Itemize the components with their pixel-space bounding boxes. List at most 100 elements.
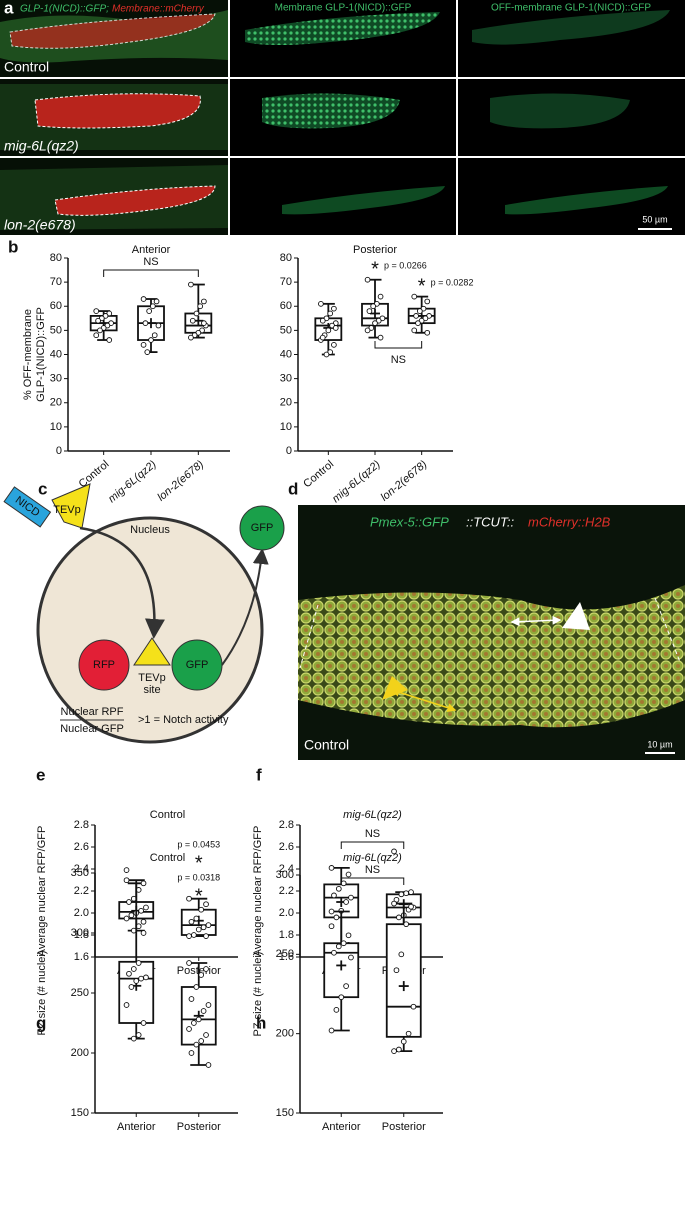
y-tick-label: 250 <box>276 948 294 960</box>
p-value: p = 0.0318 <box>177 872 220 882</box>
tevp-label: TEVp <box>53 504 81 516</box>
data-point <box>335 885 342 892</box>
data-point <box>319 334 326 341</box>
data-point <box>130 966 137 972</box>
data-point <box>193 310 200 317</box>
data-point <box>198 906 205 913</box>
data-point <box>327 310 334 317</box>
y-axis-label: Average nuclear RFP/GFP <box>252 826 264 957</box>
worm <box>472 10 670 45</box>
panel-letter: a <box>4 0 14 17</box>
data-point <box>393 967 400 974</box>
data-point <box>126 899 132 905</box>
data-point <box>331 342 337 348</box>
column-title: Membrane GLP-1(NICD)::GFP <box>275 3 412 14</box>
bracket <box>340 877 405 885</box>
data-point <box>408 903 414 910</box>
data-point <box>408 889 414 895</box>
y-tick-label: 150 <box>71 1107 89 1119</box>
panel-letter: f <box>256 765 262 784</box>
x-tick-label: mig-6L(qz2) <box>330 458 383 505</box>
y-tick-label: 20 <box>280 397 292 409</box>
p-value: p = 0.0266 <box>384 260 427 270</box>
data-point <box>123 1002 130 1008</box>
data-point <box>318 300 324 307</box>
data-point <box>203 933 209 939</box>
worm-gonad <box>54 185 216 216</box>
data-point <box>188 996 195 1002</box>
x-tick-label: lon-2(e678) <box>379 458 430 504</box>
p-value: p = 0.0453 <box>177 839 220 849</box>
arrowhead <box>562 602 590 630</box>
data-point <box>146 308 152 314</box>
column-title: GLP-1(NICD)::GFP; <box>20 4 109 15</box>
panel-letter: c <box>38 479 47 498</box>
data-point <box>205 922 212 928</box>
data-point <box>343 983 349 989</box>
rfp-label: RFP <box>93 659 115 671</box>
data-point <box>97 327 103 334</box>
data-point <box>319 317 326 324</box>
panel-c: c Nucleus NICD TEVp RFP TEVp site GFP GF… <box>3 479 285 744</box>
data-point <box>398 951 405 958</box>
data-point <box>398 891 405 898</box>
data-point <box>193 1041 200 1048</box>
data-point <box>345 932 352 939</box>
y-tick-label: 30 <box>280 373 292 385</box>
y-tick-label: 1.6 <box>279 951 294 963</box>
data-point <box>140 1020 147 1026</box>
data-point <box>143 974 149 981</box>
y-tick-label: 40 <box>50 348 62 360</box>
box <box>118 960 155 1024</box>
y-tick-label: 70 <box>280 276 292 288</box>
y-tick-label: 2.4 <box>279 863 294 875</box>
chart-title: mig-6L(qz2) <box>343 852 402 864</box>
nucleus-label: Nucleus <box>130 524 170 536</box>
data-point <box>133 978 140 984</box>
worm <box>262 93 400 129</box>
x-tick-label: Posterior <box>382 1121 426 1133</box>
data-point <box>328 923 335 930</box>
data-point <box>186 1026 192 1032</box>
data-point <box>396 1046 402 1053</box>
row-label: mig-6L(qz2) <box>4 138 79 154</box>
data-point <box>106 337 113 343</box>
y-tick-label: 1.8 <box>279 929 294 941</box>
data-point <box>424 329 431 336</box>
chart-title: Control <box>150 852 185 864</box>
data-point <box>403 890 410 897</box>
worm <box>245 12 440 45</box>
data-point <box>338 994 345 1001</box>
panel-a: 50 µm a GLP-1(NICD)::GFP; Membrane::mChe… <box>0 0 685 235</box>
data-point <box>95 317 101 324</box>
data-point <box>410 1003 417 1010</box>
title-part: ::TCUT:: <box>466 514 515 529</box>
y-tick-label: 2.2 <box>279 885 294 897</box>
scale-bar-label: 50 µm <box>642 214 667 224</box>
y-tick-label: 2.6 <box>74 841 89 853</box>
data-point <box>188 1050 195 1056</box>
y-tick-label: 0 <box>286 445 292 457</box>
significance-star: * <box>371 258 379 280</box>
data-point <box>140 296 147 302</box>
data-point <box>143 904 149 911</box>
data-point <box>424 298 431 305</box>
y-tick-label: 2.0 <box>74 907 89 919</box>
data-point <box>123 915 130 922</box>
chart-title: Control <box>150 809 185 821</box>
data-point <box>138 907 144 914</box>
arrow <box>79 526 165 639</box>
data-point <box>191 932 197 938</box>
panel-letter: e <box>36 765 45 784</box>
data-point <box>200 924 207 931</box>
data-point <box>331 949 337 956</box>
data-point <box>186 960 192 966</box>
data-point <box>372 320 378 326</box>
y-tick-label: 60 <box>280 300 292 312</box>
data-point <box>135 960 142 966</box>
data-point <box>128 984 135 990</box>
data-point <box>186 933 192 939</box>
arrow <box>221 548 269 666</box>
y-tick-label: 20 <box>50 397 62 409</box>
